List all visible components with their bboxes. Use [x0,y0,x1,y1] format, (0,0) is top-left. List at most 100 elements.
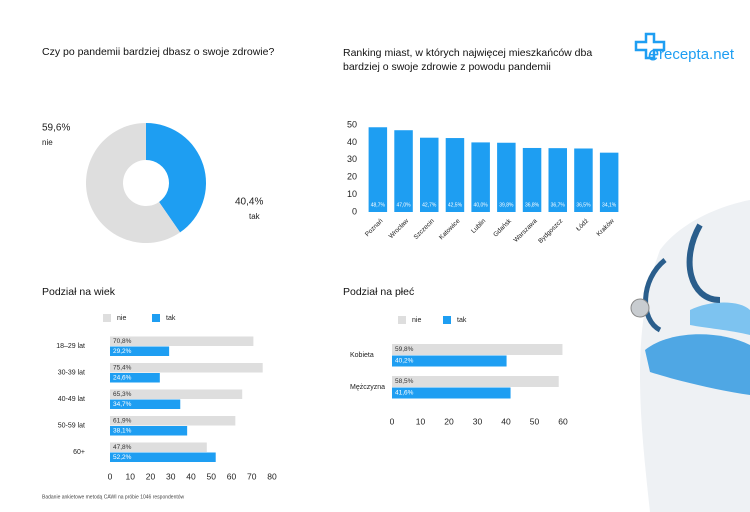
y-tick-label: 40 [347,137,357,147]
bar [110,336,254,346]
value-label: 48,7% [371,202,386,208]
legend-swatch [443,316,451,324]
category-label: 18–29 lat [56,343,85,350]
x-tick-label: Poznań [364,217,385,238]
category-label: tak [249,212,261,221]
svg-text:e: e [648,43,659,65]
bar [471,142,490,212]
x-tick-label: Bydgoszcz [537,218,564,245]
logo-icon: e [634,32,666,65]
value-label: 58,5% [395,378,414,385]
value-label: 34,1% [602,202,617,208]
x-tick-label: 60 [227,471,237,481]
x-tick-label: Wrocław [388,217,411,240]
category-label: Kobieta [350,352,374,359]
bar [497,142,516,212]
x-tick-label: 40 [501,416,511,426]
x-tick-label: Warszawa [512,217,539,244]
value-label: 59,8% [395,346,414,353]
category-label: 40-49 lat [58,396,85,403]
bar [548,148,568,212]
value-label: 40,4% [235,197,263,208]
bar [110,426,188,436]
bar [392,376,559,387]
bar [368,127,388,212]
x-tick-label: Szczecin [413,217,437,241]
y-tick-label: 10 [347,189,357,199]
bar [574,148,593,212]
bar [394,130,413,212]
x-tick-label: Łódź [575,218,590,233]
value-label: 75,4% [113,364,132,371]
legend-swatch [398,316,406,324]
bar [522,147,542,212]
x-tick-label: 20 [146,471,156,481]
x-tick-label: 50 [530,416,540,426]
chart-title: Podział na płeć [343,286,415,298]
x-tick-label: 0 [390,416,395,426]
legend-label: nie [117,315,126,322]
category-label: 60+ [73,449,85,456]
value-label: 47,8% [113,444,132,451]
pie-slice [146,123,207,233]
x-tick-label: 20 [444,416,454,426]
value-label: 36,8% [525,202,540,208]
value-label: 42,5% [448,202,463,208]
value-label: 38,1% [113,427,132,434]
legend-swatch [152,314,160,322]
x-tick-label: 0 [108,471,113,481]
chart-title: Podział na wiek [42,286,115,298]
x-tick-label: 10 [126,471,136,481]
x-tick-label: 70 [247,471,257,481]
legend-swatch [103,314,111,322]
value-label: 39,8% [499,202,514,208]
legend-label: tak [166,315,176,322]
bar [599,152,619,212]
bar [110,452,216,462]
y-tick-label: 50 [347,119,357,129]
value-label: 36,7% [551,202,566,208]
chart-title: Czy po pandemii bardziej dbasz o swoje z… [42,46,275,58]
value-label: 61,9% [113,417,132,424]
category-label: 50-59 lat [58,422,85,429]
bar [110,373,160,383]
value-label: 40,2% [395,358,414,365]
bar [392,387,511,399]
x-tick-label: Lublin [470,217,487,234]
bar [110,363,263,373]
value-label: 41,6% [395,390,414,397]
value-label: 34,7% [113,401,132,408]
pie-slice [86,123,181,243]
value-label: 29,2% [113,348,132,355]
logo: recepta.net [659,46,735,63]
y-tick-label: 0 [352,206,357,216]
bar [419,137,439,212]
x-tick-label: 50 [207,471,217,481]
x-tick-label: 30 [166,471,176,481]
legend-label: nie [412,317,421,324]
bar [392,355,507,367]
bar [392,344,563,355]
x-tick-label: Gdańsk [492,217,513,238]
x-tick-label: 60 [558,416,568,426]
value-label: 40,0% [474,202,489,208]
category-label: 30-39 lat [58,369,85,376]
y-tick-label: 20 [347,172,357,182]
bar [110,346,170,356]
footer: Badanie ankietowe metodą CAWI na próbie … [42,494,185,500]
value-label: 59,6% [42,123,70,134]
value-label: 70,8% [113,338,132,345]
bar [110,389,243,399]
value-label: 52,2% [113,454,132,461]
x-tick-label: Kraków [595,217,615,237]
value-label: 47,0% [396,202,411,208]
category-label: Mężczyzna [350,384,385,391]
x-tick-label: 30 [473,416,483,426]
x-tick-label: 10 [416,416,426,426]
value-label: 36,5% [576,202,591,208]
value-label: 24,6% [113,374,132,381]
value-label: 42,7% [422,202,437,208]
bar [110,442,207,452]
